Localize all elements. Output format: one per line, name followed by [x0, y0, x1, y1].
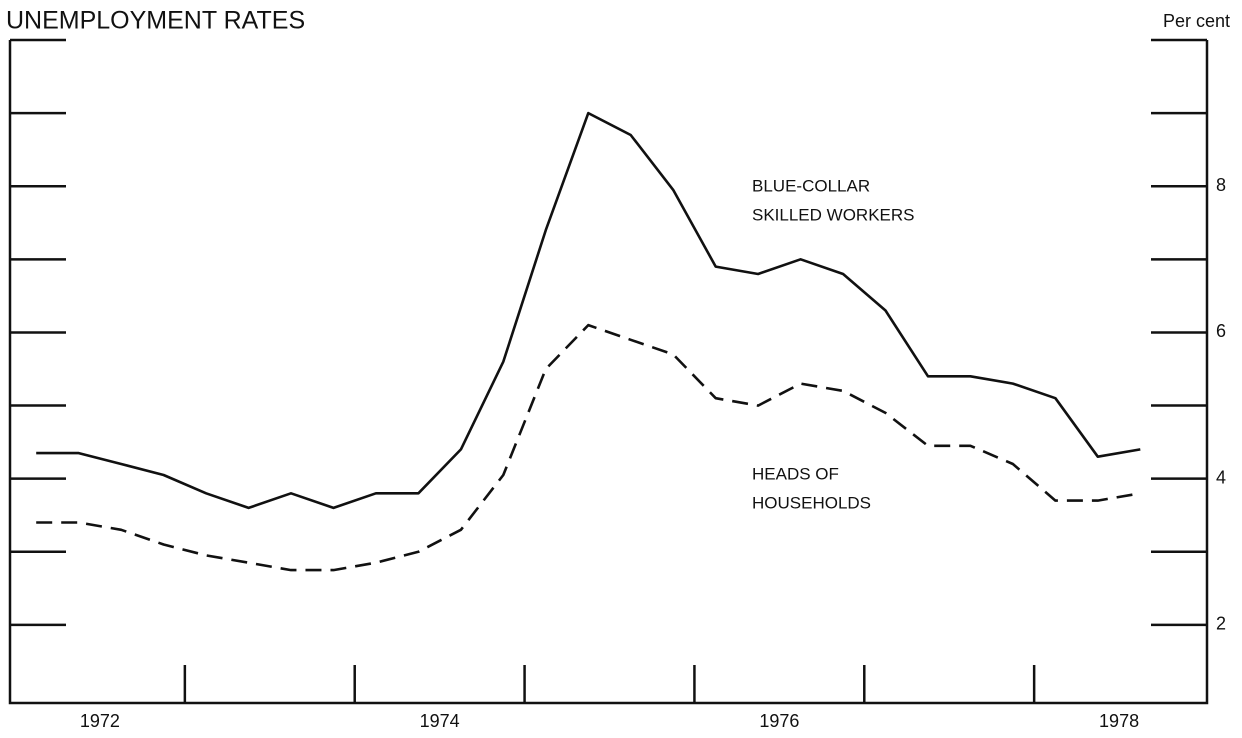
annotation: SKILLED WORKERS [752, 205, 915, 224]
x-tick-label: 1974 [420, 711, 460, 731]
annotation: HEADS OF [752, 464, 839, 483]
annotation: BLUE-COLLAR [752, 176, 870, 195]
y-tick-label: 6 [1216, 321, 1226, 341]
annotation: HOUSEHOLDS [752, 493, 871, 512]
y-axis-label: Per cent [1163, 11, 1230, 31]
plot-frame [8, 40, 1209, 705]
chart-title: UNEMPLOYMENT RATES [6, 7, 305, 35]
x-tick-label: 1978 [1099, 711, 1139, 731]
y-tick-label: 8 [1216, 175, 1226, 195]
y-tick-label: 2 [1216, 614, 1226, 634]
line-series [36, 323, 1141, 572]
x-tick-label: 1972 [80, 711, 120, 731]
line-series [36, 111, 1141, 510]
x-tick-label: 1976 [759, 711, 799, 731]
y-tick-label: 4 [1216, 467, 1226, 487]
